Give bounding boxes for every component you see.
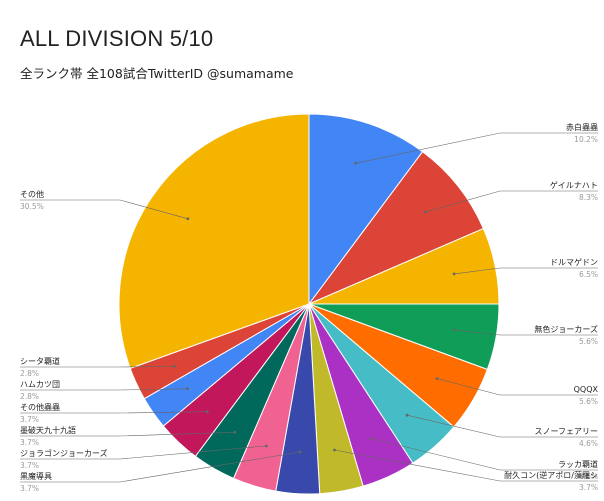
- slice-label: ラッカ覇道: [558, 459, 598, 469]
- leader-line: [436, 378, 598, 396]
- pie-slice: [307, 151, 485, 306]
- leader-dot: [333, 448, 336, 452]
- slice-percent-label: 3.7%: [20, 415, 39, 424]
- leader-line: [454, 329, 598, 336]
- slice-percent-label: 3.7%: [20, 484, 39, 493]
- slice-percent-label: 5.6%: [579, 397, 598, 406]
- slice-label: 赤白蟲蟲: [566, 122, 598, 132]
- leader-dot: [354, 161, 358, 165]
- leader-line: [371, 438, 598, 471]
- slice-percent-label: 8.3%: [579, 193, 598, 202]
- slice-label: ゲイルナハト: [550, 180, 598, 190]
- leader-dot: [186, 387, 189, 391]
- slice-percent-label: 2.8%: [20, 369, 39, 378]
- leader-dot: [205, 410, 209, 414]
- leader-line: [20, 388, 188, 391]
- slice-percent-label: 3.7%: [20, 461, 39, 470]
- leader-dot: [405, 413, 409, 417]
- leader-line: [20, 366, 175, 368]
- slice-percent-label: 5.6%: [579, 337, 598, 346]
- slice-label: ドルマゲドン: [550, 257, 598, 267]
- leader-line: [454, 267, 598, 275]
- slice-label: シータ覇道: [20, 356, 60, 366]
- leader-line: [334, 449, 598, 482]
- slice-label: 無色ジョーカーズ: [534, 324, 598, 334]
- pie-slice: [118, 113, 310, 369]
- pie-slices: [118, 113, 500, 495]
- slice-percent-label: 30.5%: [20, 202, 44, 211]
- leader-line: [20, 411, 208, 414]
- slice-label: 耐久コン(逆アポロ/藻羅シ: [504, 470, 598, 480]
- slice-percent-label: 2.8%: [20, 392, 39, 401]
- slice-percent-label: 4.6%: [579, 439, 598, 448]
- leader-line: [20, 432, 235, 437]
- leader-dot: [264, 444, 268, 448]
- slice-percent-label: 3.7%: [579, 483, 598, 492]
- slice-label: その他: [20, 189, 44, 199]
- slice-label: その他蟲蟲: [20, 402, 60, 412]
- slice-label: スノーフェアリー: [534, 427, 598, 436]
- leader-dot: [452, 272, 456, 276]
- leader-dot: [233, 430, 237, 434]
- leader-dot: [173, 364, 176, 368]
- leader-dot: [369, 437, 373, 440]
- slice-label: 黒魔導具: [20, 471, 52, 481]
- slice-percent-label: 6.5%: [579, 270, 598, 279]
- leader-line: [406, 414, 598, 438]
- leader-line: [20, 199, 188, 220]
- leader-dot: [435, 377, 439, 380]
- slice-label: QQQX: [574, 385, 599, 394]
- slice-label: ジョラゴンジョーカーズ: [20, 448, 108, 458]
- slice-percent-label: 10.2%: [574, 135, 598, 144]
- leader-dot: [186, 217, 190, 221]
- leader-dot: [298, 450, 302, 454]
- pie-slice: [308, 113, 424, 306]
- slice-label: ハムカツ団: [20, 380, 60, 389]
- leader-dot: [423, 210, 427, 214]
- slice-percent-label: 3.7%: [20, 438, 39, 447]
- leader-line: [425, 190, 598, 213]
- slice-label: 墨破天九十九語: [20, 425, 76, 435]
- leader-line: [20, 445, 267, 460]
- leader-line: [20, 451, 301, 483]
- pie-labels: 赤白蟲蟲 10.2% ゲイルナハト 8.3% ドルマゲドン 6.5% 無色ジョーカーズ 5.6…: [20, 122, 599, 493]
- leader-dot: [453, 328, 457, 332]
- chart-title: ALL DIVISION 5/10: [20, 26, 214, 51]
- chart-subtitle: 全ランク帯 全108試合TwitterID @sumamame: [20, 66, 294, 81]
- slice-percent-label: 4.6%: [579, 472, 598, 481]
- leader-line: [355, 132, 598, 164]
